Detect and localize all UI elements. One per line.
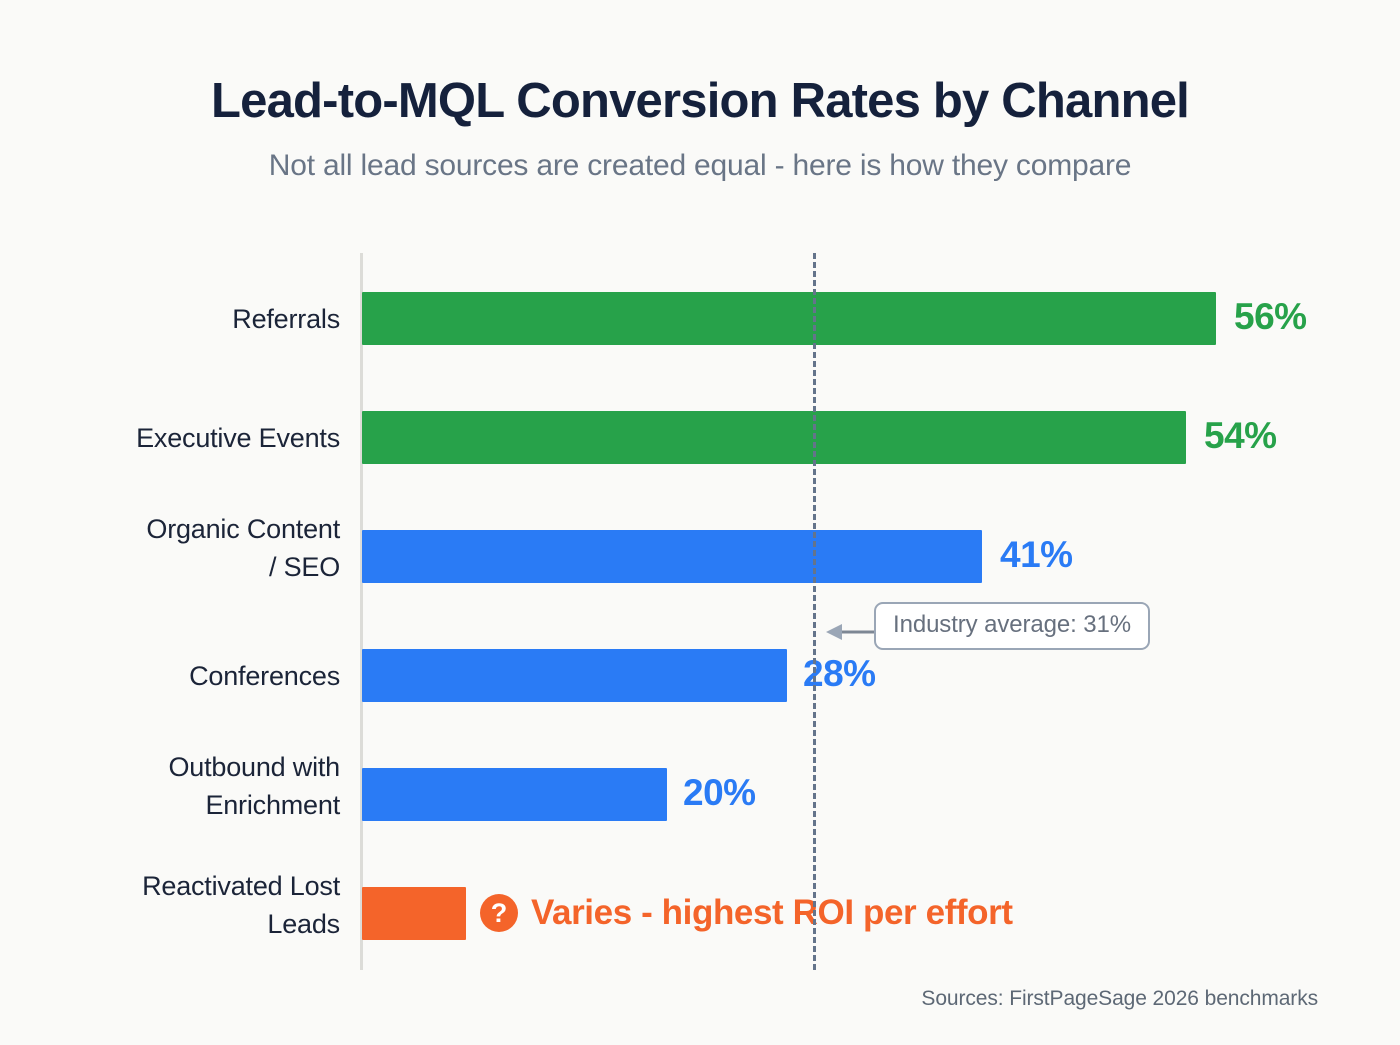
varies-label: Varies - highest ROI per effort [531,893,1013,932]
page-title: Lead-to-MQL Conversion Rates by Channel [211,74,1190,128]
industry-average-callout: Industry average: 31% [874,602,1151,651]
industry-average-label: Industry average: 31% [874,602,1151,651]
category-label: Executive Events [0,419,340,457]
bar [362,411,1186,464]
category-label-line: Enrichment [205,790,340,821]
bar-value-label: 54% [1204,415,1277,456]
category-label-line: Referrals [232,304,340,334]
category-label: Conferences [0,657,340,695]
varies-annotation: ? Varies - highest ROI per effort [480,893,1013,933]
y-axis-line [360,253,363,970]
category-label-line: Executive Events [136,423,340,453]
callout-arrow-icon [826,624,876,640]
category-label: Reactivated Lost Leads [0,867,340,944]
bar-row: Executive Events 54% [0,0,1400,464]
category-label: Outbound with Enrichment [0,748,340,825]
bar-value-label: 20% [683,772,756,813]
category-label-line: / SEO [268,552,340,583]
bar [362,887,466,940]
chart-subtitle: Not all lead sources are created equal -… [268,149,1132,183]
bar-row: Reactivated Lost Leads? Varies - highest R… [0,0,1400,940]
category-label-line: Leads [267,909,340,940]
industry-average-reference-line [813,253,816,970]
bar-row: Conferences 28% [0,0,1400,702]
category-label: Referrals [0,300,340,338]
chart-header: Lead-to-MQL Conversion Rates by Channel … [0,0,1400,182]
question-mark-icon: ? [480,894,518,932]
bar [362,292,1216,345]
category-label-line: Reactivated Lost [142,871,340,901]
bar-value-label: 41% [1000,534,1073,575]
bar-row: Referrals 56% [0,0,1400,345]
category-label-line: Outbound with [168,752,340,782]
bar-row: Organic Content / SEO 41% [0,0,1400,583]
category-label-line: Organic Content [146,514,340,544]
bar-value-label: 56% [1234,296,1307,337]
bar [362,768,667,821]
category-label: Organic Content / SEO [0,510,340,587]
bar [362,530,982,583]
bar [362,649,787,702]
source-note: Sources: FirstPageSage 2026 benchmarks [921,987,1318,1010]
category-label-line: Conferences [189,661,340,691]
bar-row: Outbound with Enrichment 20% [0,0,1400,821]
